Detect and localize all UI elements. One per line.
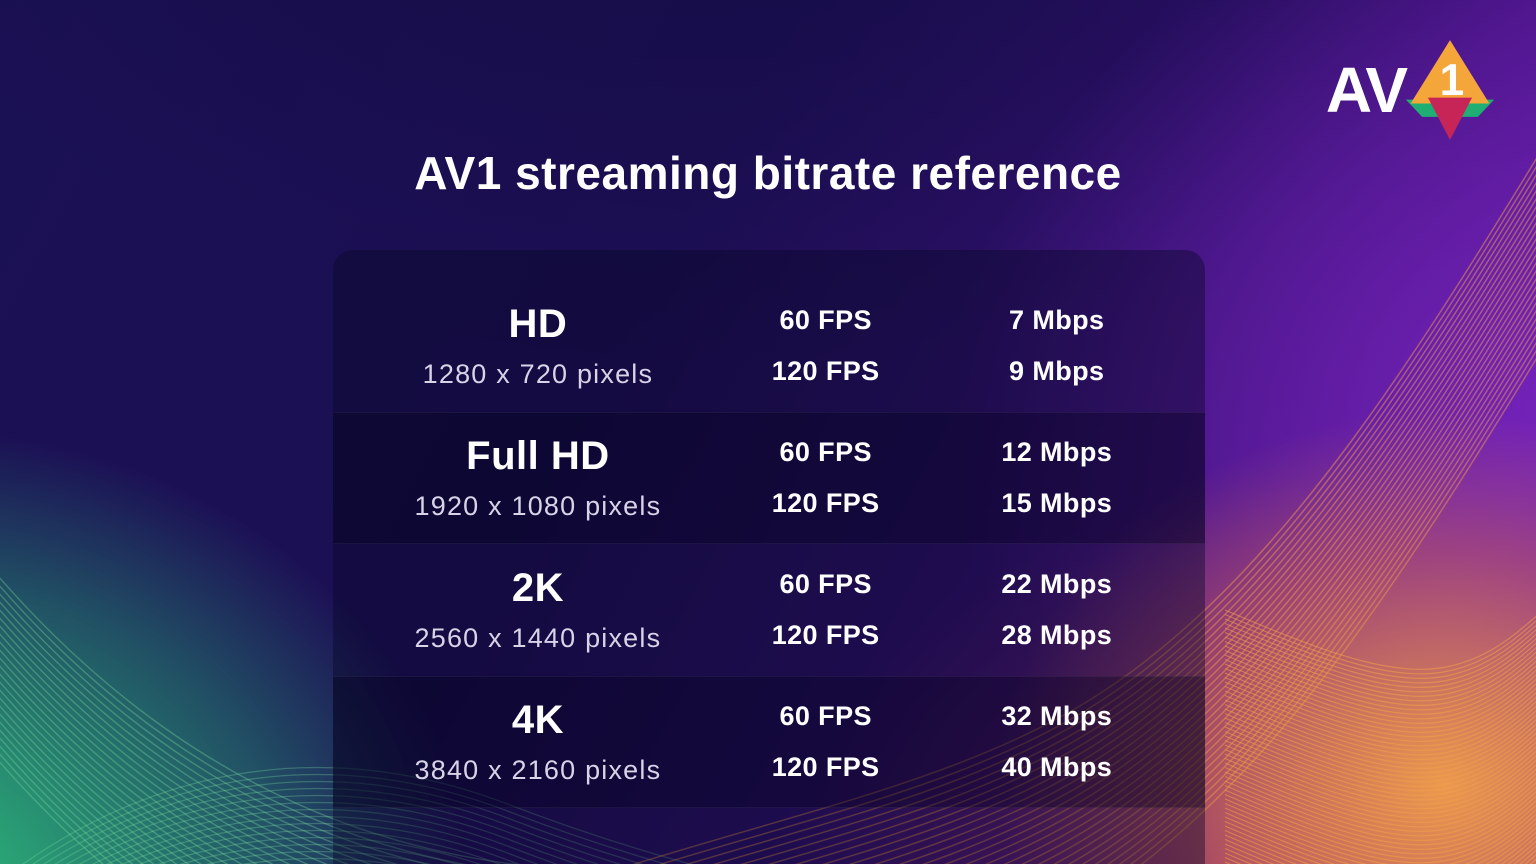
fps-value: 60 FPS bbox=[779, 569, 872, 599]
resolution-cell: Full HD 1920 x 1080 pixels bbox=[333, 413, 743, 543]
table-row-4k: 4K 3840 x 2160 pixels 60 FPS 120 FPS 32 … bbox=[333, 676, 1205, 808]
fps-value: 60 FPS bbox=[779, 701, 872, 731]
fps-value: 120 FPS bbox=[771, 620, 880, 650]
page-title: AV1 streaming bitrate reference bbox=[414, 147, 1122, 199]
fps-value: 60 FPS bbox=[779, 305, 872, 335]
bitrate-value: 12 Mbps bbox=[1001, 437, 1113, 467]
bitrate-cell: 22 Mbps 28 Mbps bbox=[909, 544, 1205, 676]
orange-corner-wave-bundle bbox=[1224, 599, 1536, 864]
bitrate-value: 15 Mbps bbox=[1001, 488, 1113, 518]
resolution-cell: 4K 3840 x 2160 pixels bbox=[333, 677, 743, 807]
fps-value: 120 FPS bbox=[771, 488, 880, 518]
bitrate-cell: 12 Mbps 15 Mbps bbox=[909, 413, 1205, 543]
resolution-name: 2K bbox=[511, 566, 564, 610]
table-row-2k: 2K 2560 x 1440 pixels 60 FPS 120 FPS 22 … bbox=[333, 544, 1205, 676]
bitrate-value: 22 Mbps bbox=[1001, 569, 1113, 599]
resolution-name: HD bbox=[508, 302, 568, 346]
fps-cell: 60 FPS 120 FPS bbox=[743, 544, 909, 676]
resolution-cell: 2K 2560 x 1440 pixels bbox=[333, 544, 743, 676]
logo-wordmark: AV bbox=[1325, 54, 1408, 126]
resolution-name: 4K bbox=[511, 698, 564, 742]
resolution-pixels: 3840 x 2160 pixels bbox=[414, 755, 662, 785]
fps-value: 60 FPS bbox=[779, 437, 872, 467]
av1-logo: AV 1 bbox=[1326, 40, 1498, 140]
bitrate-cell: 32 Mbps 40 Mbps bbox=[909, 677, 1205, 807]
fps-cell: 60 FPS 120 FPS bbox=[743, 280, 909, 412]
resolution-pixels: 1280 x 720 pixels bbox=[422, 359, 654, 389]
bitrate-table-panel: HD 1280 x 720 pixels 60 FPS 120 FPS 7 Mb… bbox=[333, 250, 1205, 864]
resolution-pixels: 2560 x 1440 pixels bbox=[414, 623, 662, 653]
bitrate-value: 9 Mbps bbox=[1009, 356, 1105, 386]
table-row-hd: HD 1280 x 720 pixels 60 FPS 120 FPS 7 Mb… bbox=[333, 250, 1205, 412]
fps-cell: 60 FPS 120 FPS bbox=[743, 677, 909, 807]
table-row-partial bbox=[333, 808, 1205, 864]
resolution-cell: HD 1280 x 720 pixels bbox=[333, 280, 743, 412]
bitrate-cell: 7 Mbps 9 Mbps bbox=[909, 280, 1205, 412]
resolution-pixels: 1920 x 1080 pixels bbox=[414, 491, 662, 521]
fps-cell: 60 FPS 120 FPS bbox=[743, 413, 909, 543]
bitrate-value: 28 Mbps bbox=[1001, 620, 1113, 650]
resolution-name: Full HD bbox=[466, 434, 610, 478]
fps-value: 120 FPS bbox=[771, 356, 880, 386]
table-row-full-hd: Full HD 1920 x 1080 pixels 60 FPS 120 FP… bbox=[333, 412, 1205, 544]
fps-value: 120 FPS bbox=[771, 752, 880, 782]
logo-numeral: 1 bbox=[1440, 56, 1465, 105]
bitrate-value: 7 Mbps bbox=[1009, 305, 1105, 335]
av1-triangle-icon: 1 bbox=[1405, 40, 1495, 140]
bitrate-value: 32 Mbps bbox=[1001, 701, 1113, 731]
bitrate-value: 40 Mbps bbox=[1001, 752, 1113, 782]
